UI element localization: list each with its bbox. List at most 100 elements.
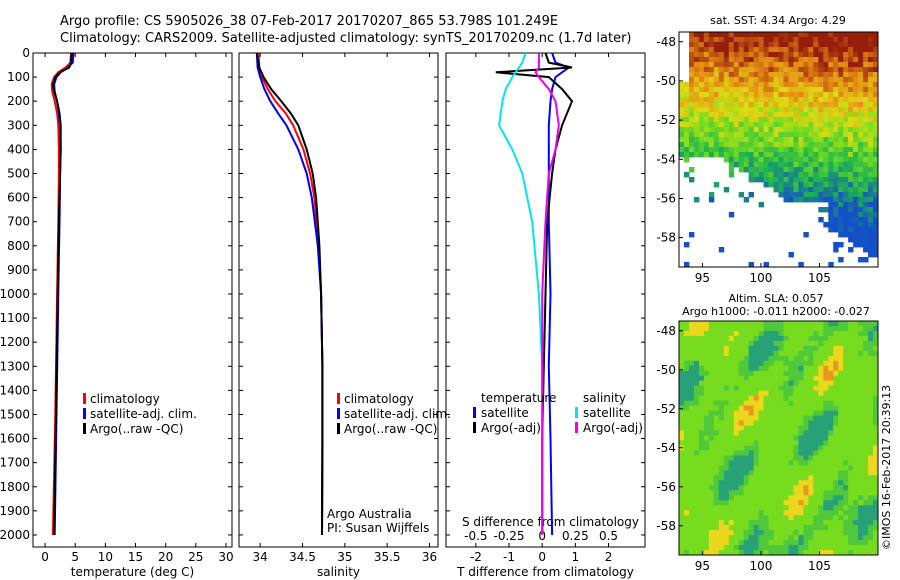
sst-cell	[708, 42, 715, 48]
sst-cell	[753, 92, 759, 98]
sla-cell	[773, 420, 779, 426]
sst-cell	[689, 152, 695, 158]
sla-cell	[788, 525, 794, 531]
sst-cell	[833, 42, 839, 48]
sla-cell	[803, 520, 809, 526]
sst-cell	[768, 137, 774, 143]
sst-cell	[738, 72, 745, 78]
sla-cell	[698, 500, 705, 506]
sla-cell	[763, 510, 769, 516]
sla-cell	[733, 400, 740, 407]
sla-cell	[733, 390, 740, 397]
depth-tick-label-700: 700	[7, 215, 30, 229]
sla-cell	[693, 520, 700, 526]
sla-cell	[728, 390, 735, 397]
sla-cell	[813, 400, 819, 407]
sla-cell	[703, 350, 710, 357]
sst-cell	[808, 42, 814, 48]
sla-cell	[679, 550, 685, 555]
sst-cell	[698, 92, 705, 98]
imos-watermark: ©IMOS 16-Feb-2017 20:39:13	[880, 385, 893, 550]
sla-cell	[813, 370, 819, 377]
sla-cell	[738, 500, 745, 506]
sla-cell	[703, 400, 710, 407]
sst-cell	[768, 157, 774, 163]
sst-cell	[863, 152, 869, 158]
mapSSTaxes-xtick-label-100: 100	[749, 271, 772, 285]
sst-cell	[703, 112, 710, 118]
sla-cell	[808, 435, 814, 441]
sst-cell	[738, 47, 745, 53]
sst-cell	[873, 217, 878, 223]
sla-cell	[763, 460, 769, 466]
sst-cell	[758, 137, 764, 143]
sst-cell	[838, 172, 844, 178]
sla-cell	[828, 335, 834, 342]
sla-cell	[713, 375, 720, 382]
sla-cell	[748, 515, 754, 521]
sst-cell	[823, 97, 829, 103]
sst-cell	[873, 147, 878, 153]
sla-cell	[689, 355, 695, 362]
sla-cell	[848, 520, 854, 526]
sst-cell	[863, 52, 869, 58]
sla-cell	[679, 485, 685, 491]
sst-cell	[848, 137, 854, 143]
sst-cell	[798, 37, 804, 43]
sla-cell	[868, 535, 874, 541]
sla-cell	[838, 495, 844, 501]
sla-cell	[813, 331, 819, 337]
sst-cell	[708, 72, 715, 78]
sst-cell	[848, 222, 854, 228]
sla-cell	[833, 345, 839, 352]
sst-cell	[743, 77, 750, 83]
sst-cell	[873, 97, 878, 103]
sst-cell	[858, 52, 864, 58]
sla-cell	[703, 535, 710, 541]
sst-cell	[858, 127, 864, 133]
sla-cell	[848, 540, 854, 546]
sla-cell	[838, 440, 844, 446]
sla-cell	[689, 340, 695, 347]
sla-cell	[838, 475, 844, 481]
sla-cell	[803, 326, 809, 332]
sla-cell	[848, 430, 854, 436]
sst-cell	[808, 52, 814, 58]
sst-cell	[863, 87, 869, 93]
sla-cell	[703, 360, 710, 367]
sla-cell	[763, 455, 769, 461]
sst-cell	[803, 102, 809, 108]
sla-cell	[843, 515, 849, 521]
sla-cell	[679, 321, 685, 327]
sla-cell	[748, 455, 754, 461]
sla-cell	[743, 490, 750, 496]
sst-cell	[868, 37, 874, 43]
sst-cell	[818, 62, 824, 68]
sst-cell	[693, 107, 700, 113]
sst-cell	[863, 192, 869, 198]
sst-cell	[733, 107, 740, 113]
sst-cell	[873, 207, 878, 213]
sst-cell	[823, 222, 829, 228]
sst-cell	[768, 87, 774, 93]
sla-cell	[679, 340, 685, 347]
sla-cell	[793, 530, 799, 536]
sla-cell	[773, 415, 779, 421]
sst-cell	[863, 247, 869, 253]
sst-cell	[738, 37, 745, 43]
sla-cell	[768, 540, 774, 546]
sst-cell	[733, 67, 740, 73]
sla-cell	[728, 380, 735, 387]
sla-cell	[843, 410, 849, 416]
sst-cell	[773, 162, 779, 168]
sla-cell	[723, 455, 730, 461]
sla-cell	[828, 360, 834, 367]
sst-cell	[783, 177, 789, 183]
sla-cell	[788, 425, 794, 431]
sst-cell	[793, 42, 799, 48]
sla-cell	[848, 500, 854, 506]
sla-cell	[748, 326, 754, 332]
sla-cell	[733, 455, 740, 461]
sst-cell	[863, 217, 869, 223]
sst-cell	[728, 42, 735, 48]
